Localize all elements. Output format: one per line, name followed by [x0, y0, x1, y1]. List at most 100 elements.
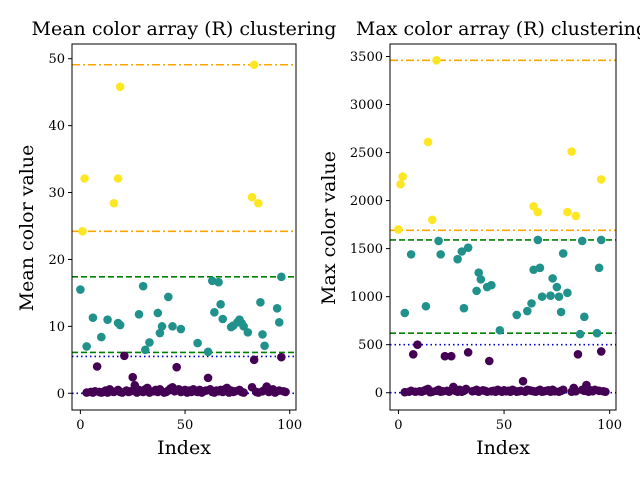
data-point — [457, 247, 467, 256]
data-point — [120, 351, 129, 361]
data-point — [400, 308, 410, 318]
data-point — [272, 303, 282, 313]
data-point — [596, 235, 606, 245]
data-point — [563, 207, 572, 217]
series-cluster-0 — [82, 351, 290, 397]
data-point — [577, 236, 587, 246]
data-point — [522, 306, 532, 316]
data-point — [115, 82, 125, 92]
data-point — [436, 250, 445, 259]
x-tick-label: 100 — [597, 418, 622, 433]
data-point — [214, 277, 223, 287]
chart-mean-color: Mean color array (R) clustering Index Me… — [16, 18, 336, 459]
data-point — [249, 60, 259, 70]
data-point — [113, 174, 123, 183]
y-tick-label: 3500 — [350, 50, 383, 65]
data-point — [423, 137, 433, 147]
data-point — [535, 263, 545, 273]
x-tick-label: 0 — [394, 418, 402, 433]
data-point — [546, 291, 555, 300]
data-point — [571, 211, 581, 221]
data-point — [97, 332, 106, 342]
data-point — [413, 340, 422, 349]
data-point — [216, 299, 225, 309]
y-tick-label: 3000 — [350, 98, 383, 113]
data-point — [476, 275, 486, 284]
data-point — [76, 285, 85, 294]
data-point — [440, 351, 450, 361]
data-point — [554, 292, 564, 301]
data-point — [203, 373, 213, 383]
data-point — [446, 351, 456, 361]
data-point — [567, 147, 576, 156]
data-point — [247, 192, 257, 202]
data-point — [210, 308, 219, 317]
data-point — [281, 387, 290, 397]
data-point — [134, 310, 144, 319]
y-tick-label: 500 — [358, 338, 383, 353]
y-tick-label: 1000 — [350, 290, 383, 305]
data-point — [495, 325, 505, 335]
data-point — [218, 314, 228, 324]
data-point — [406, 250, 416, 259]
data-point — [398, 172, 407, 181]
data-point — [575, 329, 585, 339]
y-tick-label: 20 — [48, 253, 65, 268]
data-point — [155, 328, 165, 338]
data-point — [396, 179, 405, 189]
data-point — [243, 328, 253, 337]
data-point — [427, 215, 437, 225]
data-point — [92, 362, 102, 371]
data-point — [88, 313, 98, 322]
series-cluster-2 — [394, 56, 606, 234]
data-point — [176, 324, 186, 334]
data-point — [193, 338, 202, 348]
data-point — [463, 348, 473, 357]
data-point — [558, 385, 568, 395]
series-cluster-1 — [76, 272, 286, 357]
y-axis-label: Mean color value — [16, 145, 38, 312]
data-point — [434, 236, 443, 246]
data-point — [558, 249, 568, 258]
chart-title: Max color array (R) clustering — [356, 18, 640, 40]
data-point — [537, 292, 547, 301]
data-point — [163, 292, 173, 302]
data-point — [394, 225, 403, 234]
data-point — [254, 198, 263, 208]
chart-title: Mean color array (R) clustering — [32, 18, 337, 40]
data-point — [157, 322, 167, 331]
data-point — [277, 352, 286, 362]
data-point — [592, 328, 602, 338]
data-point — [82, 342, 91, 351]
data-point — [109, 198, 119, 208]
data-point — [556, 307, 566, 317]
data-point — [172, 362, 181, 372]
series-cluster-1 — [400, 235, 606, 339]
data-point — [472, 286, 481, 296]
data-point — [258, 330, 267, 339]
y-tick-label: 10 — [48, 320, 65, 335]
data-point — [552, 282, 562, 292]
data-point — [453, 254, 462, 264]
data-point — [249, 355, 259, 365]
data-point — [463, 243, 473, 252]
data-point — [145, 338, 154, 347]
data-point — [256, 297, 265, 307]
x-tick-label: 100 — [277, 418, 302, 433]
data-point — [168, 322, 177, 331]
data-point — [421, 301, 431, 311]
x-axis-label: Index — [157, 437, 211, 459]
data-point — [115, 320, 125, 330]
plot-frame — [389, 43, 617, 411]
data-point — [140, 345, 150, 355]
data-point — [260, 341, 269, 351]
data-point — [474, 268, 484, 277]
data-point — [408, 349, 418, 359]
chart-max-color: Max color array (R) clustering Index Max… — [318, 18, 640, 459]
data-point — [533, 207, 543, 217]
series-cluster-2 — [78, 60, 263, 236]
data-point — [274, 318, 284, 327]
data-point — [580, 312, 589, 322]
data-point — [277, 272, 286, 282]
data-point — [548, 274, 557, 283]
